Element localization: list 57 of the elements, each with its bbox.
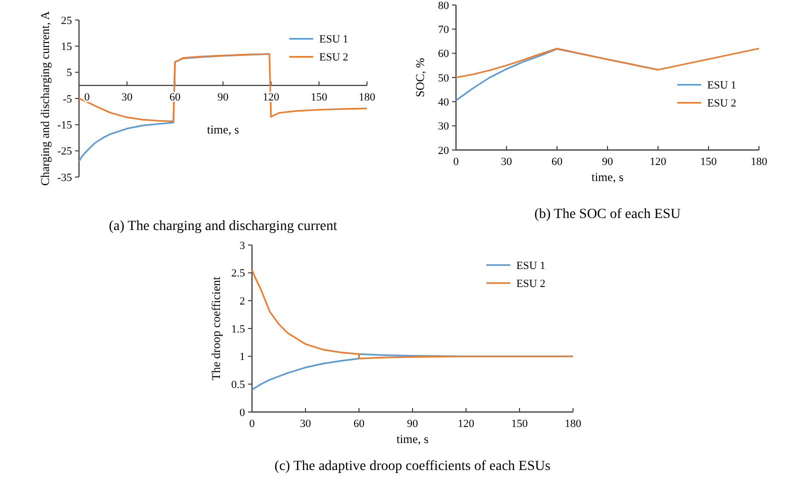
y-tick-label: 3: [240, 240, 246, 252]
y-tick-label: 80: [438, 0, 450, 12]
x-tick-label: 150: [700, 156, 718, 168]
line-series: [455, 48, 760, 78]
text: (c) The adaptive droop coefficients of each ESUs: [274, 459, 550, 474]
y-tick-label: 50: [438, 72, 450, 84]
x-tick-label: 150: [310, 91, 328, 104]
y-tick-label: 0.5: [231, 379, 246, 392]
y-tick-label: 15: [61, 41, 72, 54]
text: (a) The charging and discharging current: [108, 219, 338, 234]
y-tick-label: 20: [438, 144, 450, 157]
x-tick-label: 90: [407, 418, 418, 430]
legend-label: ESU 1: [516, 260, 546, 272]
x-tick-label: 30: [300, 418, 312, 430]
y-tick-label: 60: [438, 48, 450, 60]
legend-label: ESU 2: [707, 98, 736, 110]
x-axis-title: time, s: [207, 122, 240, 136]
y-tick-label: 2: [240, 296, 245, 308]
y-tick-label: -15: [57, 120, 72, 132]
y-tick-label: 2.5: [231, 268, 246, 280]
line-series: [251, 269, 574, 360]
x-tick-label: 0: [249, 418, 256, 430]
x-tick-label: 30: [122, 91, 133, 104]
legend-label: ESU 1: [707, 80, 736, 92]
y-tick-label: 70: [438, 24, 450, 36]
y-tick-label: 40: [438, 96, 450, 109]
y-tick-label: -25: [57, 146, 72, 158]
y-tick-label: 30: [438, 120, 450, 133]
y-tick-label: 25: [61, 14, 72, 27]
x-tick-label: 180: [564, 418, 582, 430]
x-tick-label: 120: [458, 418, 475, 430]
x-tick-label: 60: [552, 156, 563, 168]
y-tick-label: 1: [240, 351, 245, 364]
x-tick-label: 120: [650, 156, 667, 168]
x-tick-label: 180: [358, 91, 376, 104]
y-tick-label: 5: [66, 67, 72, 80]
x-tick-label: 60: [354, 418, 365, 430]
legend-label: ESU 1: [319, 34, 348, 46]
y-axis-title: Charging and discharging current, A: [38, 10, 52, 186]
x-tick-label: 90: [602, 156, 614, 168]
y-tick-label: 0: [240, 406, 246, 419]
x-tick-label: 90: [218, 91, 229, 104]
y-axis-title: The droop coefficient: [209, 276, 223, 380]
x-tick-label: 180: [750, 156, 768, 168]
y-tick-label: -35: [57, 172, 72, 184]
y-tick-label: 1.5: [231, 323, 246, 336]
x-axis-title: time, s: [592, 170, 624, 184]
y-axis-title: SOC, %: [413, 58, 427, 98]
legend-label: ESU 2: [319, 52, 348, 64]
text: (b) The SOC of each ESU: [534, 207, 681, 222]
x-axis-title: time, s: [396, 432, 429, 446]
legend-label: ESU 2: [516, 278, 546, 290]
x-tick-label: 0: [453, 156, 460, 168]
y-tick-label: -5: [62, 93, 72, 106]
x-tick-label: 0: [84, 91, 90, 104]
x-tick-label: 30: [501, 156, 512, 168]
x-tick-label: 150: [511, 418, 528, 430]
